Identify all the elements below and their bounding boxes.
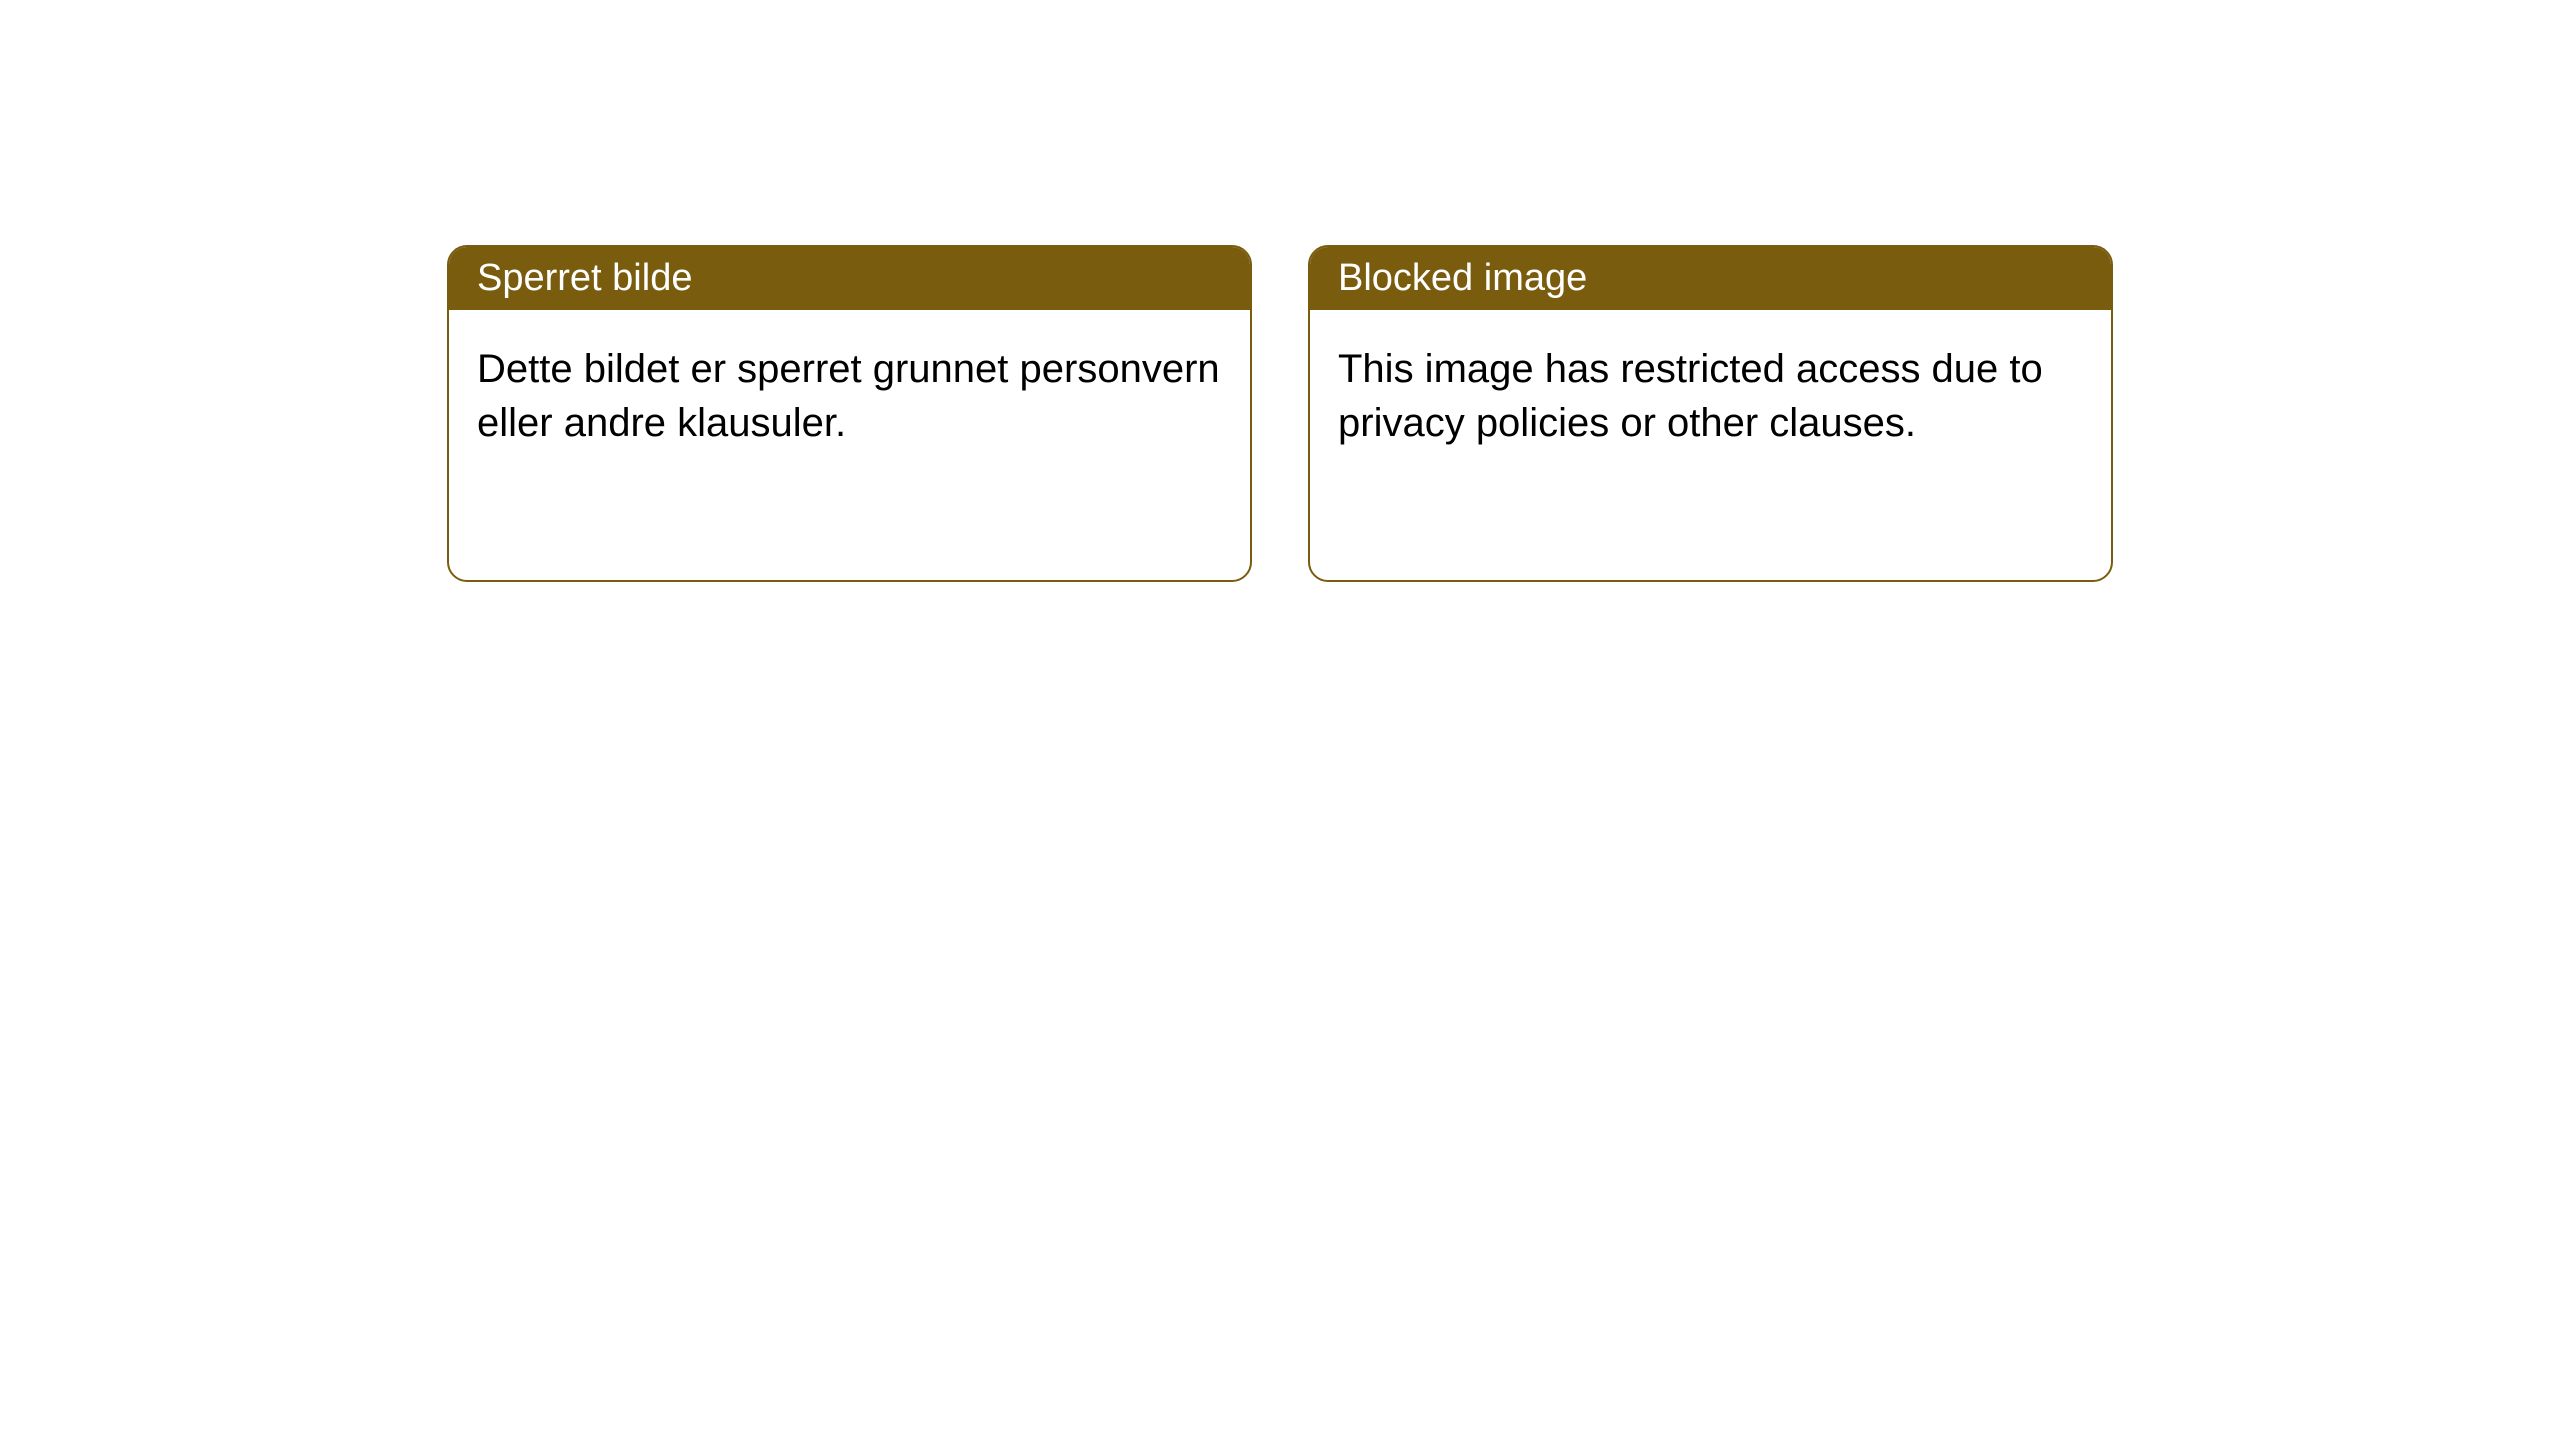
notice-card-english: Blocked image This image has restricted … [1308,245,2113,582]
notice-title-norwegian: Sperret bilde [449,247,1250,310]
notice-card-norwegian: Sperret bilde Dette bildet er sperret gr… [447,245,1252,582]
notice-body-english: This image has restricted access due to … [1310,310,2111,580]
notice-body-norwegian: Dette bildet er sperret grunnet personve… [449,310,1250,580]
notice-title-english: Blocked image [1310,247,2111,310]
notice-container: Sperret bilde Dette bildet er sperret gr… [447,245,2113,582]
